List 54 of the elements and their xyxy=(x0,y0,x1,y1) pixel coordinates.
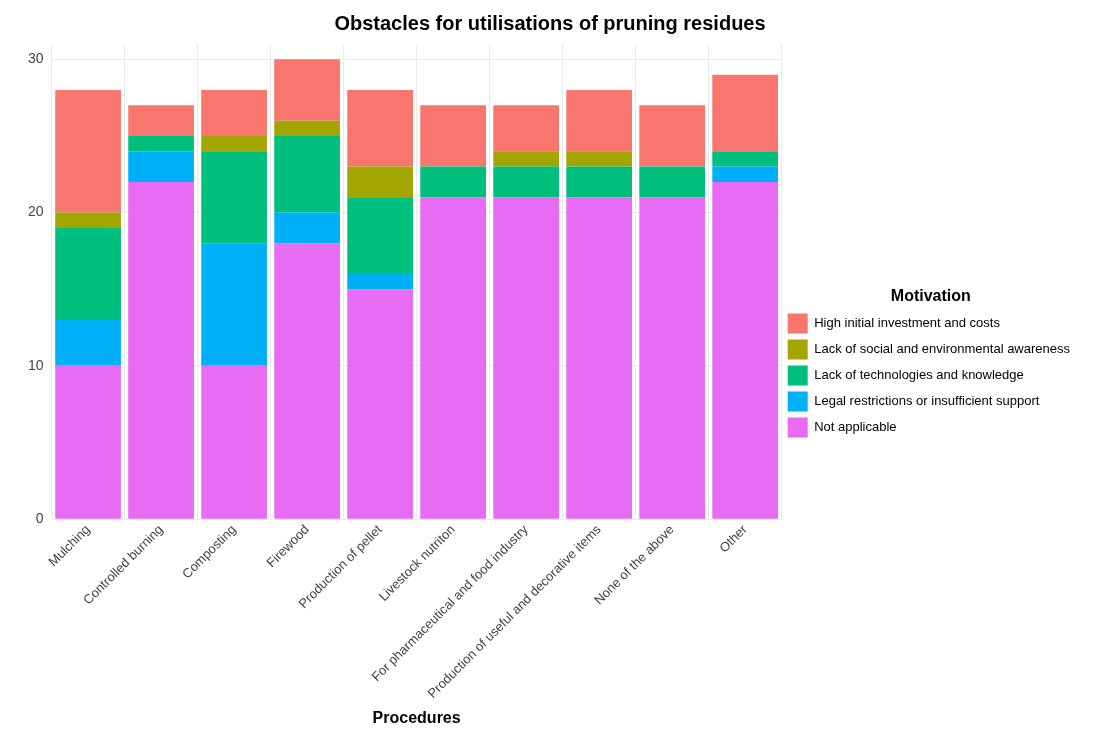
legend-label: High initial investment and costs xyxy=(814,315,1001,331)
bar xyxy=(55,319,121,366)
legend-label: Legal restrictions or insufficient support xyxy=(814,393,1040,409)
bar xyxy=(493,197,559,519)
legend-label: Not applicable xyxy=(814,419,897,435)
bar xyxy=(347,289,413,519)
bar xyxy=(128,181,194,519)
bar xyxy=(55,89,121,213)
bar xyxy=(566,197,633,519)
bar xyxy=(55,227,121,320)
legend-label: Lack of social and environmental awareness xyxy=(814,341,1071,357)
bar xyxy=(274,212,340,244)
bar xyxy=(201,243,267,366)
bar xyxy=(712,166,779,182)
bar xyxy=(347,273,413,290)
bar xyxy=(347,89,413,167)
bar xyxy=(347,166,413,198)
bar xyxy=(274,243,340,519)
chart-title: Obstacles for utilisations of pruning residues xyxy=(334,11,766,34)
legend-title: Motivation xyxy=(890,286,971,304)
bar xyxy=(420,105,486,167)
bar xyxy=(566,166,633,198)
bar xyxy=(55,365,121,519)
y-tick-label: 30 xyxy=(27,50,44,67)
legend-label: Lack of technologies and knowledge xyxy=(814,367,1024,383)
bar xyxy=(420,166,486,198)
bar xyxy=(566,151,633,167)
bar xyxy=(639,197,706,519)
bar xyxy=(128,135,194,152)
y-tick-label: 20 xyxy=(27,203,44,220)
bar xyxy=(712,181,779,519)
bar xyxy=(420,197,486,519)
bar xyxy=(128,105,194,136)
bar xyxy=(639,166,706,198)
bar xyxy=(274,135,340,213)
bar xyxy=(347,197,413,274)
bar xyxy=(201,365,267,519)
bar xyxy=(493,105,559,152)
y-tick-label: 10 xyxy=(27,356,44,373)
bar xyxy=(128,151,194,182)
bar xyxy=(274,120,340,136)
bar xyxy=(201,135,267,152)
bar xyxy=(274,59,340,121)
x-axis-title: Procedures xyxy=(372,708,461,726)
y-tick-label: 0 xyxy=(35,510,44,527)
bar xyxy=(201,89,267,136)
bar xyxy=(55,212,121,228)
bar xyxy=(712,151,779,167)
bar xyxy=(712,74,779,152)
bar xyxy=(493,166,559,198)
bar xyxy=(566,89,633,152)
bar xyxy=(493,151,559,167)
bar xyxy=(201,151,267,244)
bar xyxy=(639,105,706,167)
